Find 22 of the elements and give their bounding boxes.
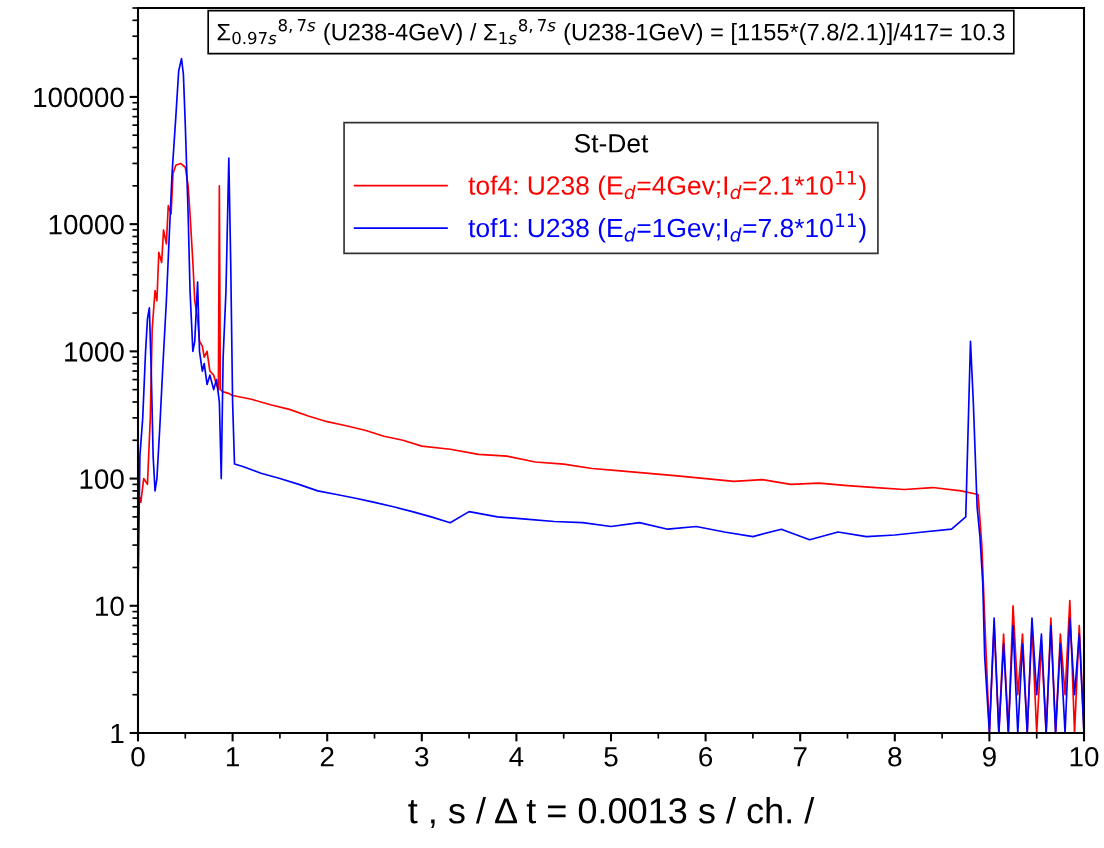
y-tick-label: 100000	[34, 87, 124, 108]
y-tick-label: 1	[111, 723, 124, 744]
y-tick-label: 1000	[65, 342, 124, 362]
legend-title: St-Det	[574, 133, 649, 153]
x-tick-label: 7	[793, 747, 807, 767]
x-tick-label: 1	[226, 747, 239, 767]
x-tick-label: 9	[982, 746, 996, 767]
x-tick-label: 2	[320, 746, 334, 767]
x-tick-label: 3	[415, 746, 429, 767]
x-tick-label: 8	[888, 746, 902, 767]
y-tick-label: 10000	[49, 214, 124, 235]
x-tick-label: 0	[131, 746, 145, 767]
y-tick-label: 10	[96, 596, 124, 617]
x-axis-title: t , s / Δ t = 0.0013 s / ch. /	[408, 797, 815, 828]
x-tick-label: 4	[509, 747, 524, 767]
legend-label: tof4: U238 (E$_{d}$=4Gev;I$_{d}$=2.1*10$^{11}$)	[468, 171, 866, 201]
x-tick-label: 10	[1070, 746, 1099, 767]
y-tick-label: 100	[80, 469, 124, 489]
legend-label: tof1: U238 (E$_{d}$=1Gev;I$_{d}$=7.8*10$^{11}$)	[468, 213, 866, 243]
text: Σ$_{0.97s}$$^{8,7s}$ (U238-4GeV) / Σ$_{1s}$$^{8,7s}$ (U238-1GeV) = [1155*(7.8/2.1)]/417= 10.3	[217, 18, 1005, 46]
x-tick-label: 5	[604, 747, 618, 767]
x-tick-label: 6	[699, 746, 713, 767]
